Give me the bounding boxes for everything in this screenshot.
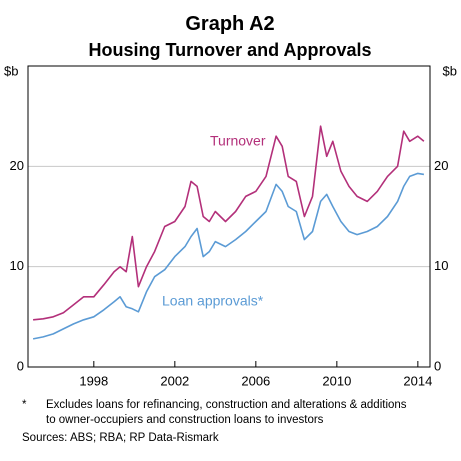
x-tick-label: 2006 bbox=[241, 373, 270, 388]
chart-subtitle: Housing Turnover and Approvals bbox=[88, 40, 371, 60]
x-tick-label: 2010 bbox=[322, 373, 351, 388]
plot-frame bbox=[27, 65, 431, 368]
y2-tick-label: 10 bbox=[434, 258, 448, 273]
data-line bbox=[33, 125, 425, 321]
footnote-marker: * bbox=[22, 399, 27, 411]
sources: Sources: ABS; RBA; RP Data-Rismark bbox=[22, 432, 219, 444]
y2-tick-label: 20 bbox=[434, 158, 448, 173]
y2-tick-label: 0 bbox=[434, 358, 441, 373]
y2-unit-label: $b bbox=[443, 63, 457, 78]
data-line bbox=[32, 172, 425, 340]
series-label: Turnover bbox=[210, 133, 266, 149]
chart-title: Graph A2 bbox=[185, 13, 274, 35]
y-unit-label: $b bbox=[4, 63, 18, 78]
series-label: Loan approvals* bbox=[162, 293, 264, 309]
x-tick-label: 2002 bbox=[160, 373, 189, 388]
footnote: Excludes loans for refinancing, construc… bbox=[46, 399, 407, 411]
x-tick-label: 1998 bbox=[79, 373, 108, 388]
x-tick-label: 2014 bbox=[403, 373, 432, 388]
y-tick-label: 20 bbox=[10, 158, 24, 173]
footnote: to owner-occupiers and construction loan… bbox=[46, 414, 324, 426]
y-tick-label: 10 bbox=[10, 258, 24, 273]
y-tick-label: 0 bbox=[17, 358, 24, 373]
